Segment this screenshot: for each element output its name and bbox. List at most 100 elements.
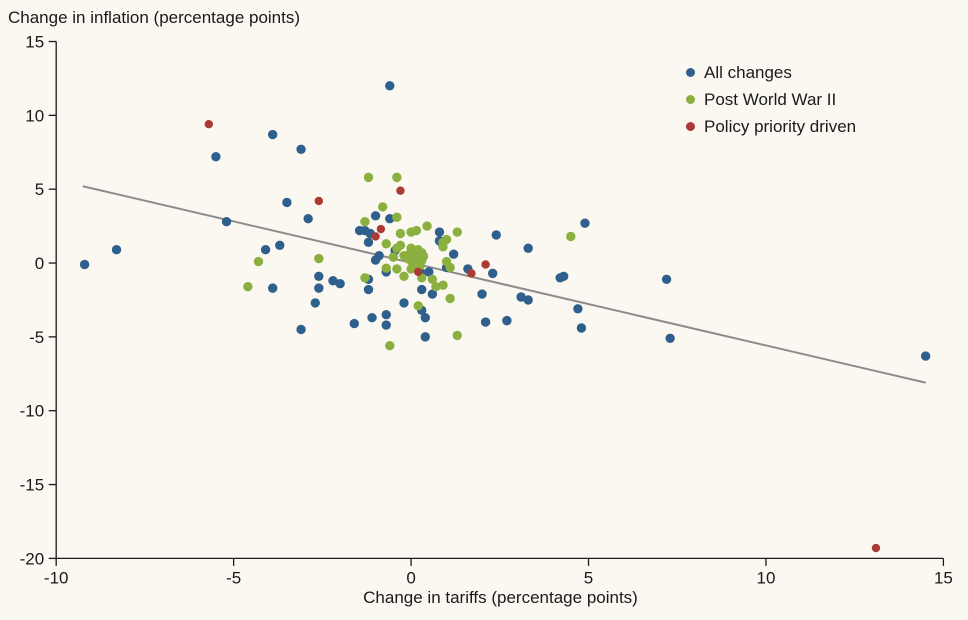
legend-dot-all-changes	[686, 68, 695, 77]
data-point	[310, 298, 320, 308]
data-point	[488, 268, 498, 279]
data-point	[580, 218, 590, 228]
y-tick-label: 15	[25, 33, 44, 52]
data-point	[413, 267, 423, 277]
data-point	[111, 245, 122, 255]
data-point	[420, 332, 430, 342]
data-point	[411, 225, 422, 236]
data-point	[427, 289, 438, 299]
data-point	[385, 214, 395, 224]
data-point	[427, 274, 438, 284]
data-point	[363, 284, 374, 295]
data-point	[360, 273, 370, 283]
y-tick-label: 0	[35, 254, 44, 273]
data-point	[558, 271, 569, 282]
y-tick-label: -10	[20, 402, 45, 421]
data-point	[424, 267, 434, 277]
data-point	[381, 320, 391, 330]
data-point	[445, 262, 455, 273]
x-tick-label: 5	[584, 568, 593, 587]
data-point	[399, 271, 409, 282]
data-point	[275, 240, 285, 251]
data-point	[267, 283, 278, 293]
data-point	[491, 230, 501, 240]
data-point	[296, 324, 306, 335]
data-point	[431, 281, 441, 292]
x-tick-label: 0	[406, 568, 415, 587]
data-point	[448, 249, 459, 259]
data-point	[395, 240, 406, 251]
data-point	[392, 264, 402, 274]
data-point	[420, 312, 430, 323]
data-point	[314, 196, 324, 206]
data-point	[871, 543, 881, 553]
legend-dot-post-wwii	[686, 95, 695, 104]
data-point	[438, 280, 448, 290]
data-point	[392, 172, 402, 183]
data-point	[349, 318, 359, 329]
data-point	[452, 330, 462, 341]
data-point	[376, 224, 386, 234]
data-point	[452, 227, 462, 237]
y-tick-label: -5	[29, 328, 44, 347]
data-point	[363, 237, 374, 248]
legend-item-post-wwii: Post World War II	[686, 86, 856, 113]
data-point	[204, 120, 213, 129]
data-point	[221, 216, 232, 227]
data-point	[282, 197, 292, 208]
data-point	[303, 214, 313, 224]
data-point	[360, 216, 370, 227]
data-point	[399, 298, 409, 308]
legend-label-post-wwii: Post World War II	[704, 89, 837, 109]
data-point	[243, 281, 253, 292]
data-point	[445, 293, 455, 304]
data-point	[385, 341, 395, 351]
data-point	[328, 276, 338, 286]
data-point	[371, 232, 380, 241]
legend-label-policy-priority: Policy priority driven	[704, 116, 857, 136]
data-point	[417, 284, 427, 295]
data-point	[381, 239, 391, 249]
y-tick-label: 5	[35, 180, 44, 199]
data-point	[79, 259, 90, 270]
data-point	[434, 227, 445, 237]
data-point	[467, 269, 476, 278]
data-point	[377, 202, 388, 212]
data-point	[381, 263, 391, 273]
x-axis-title: Change in tariffs (percentage points)	[363, 588, 638, 607]
data-point	[267, 129, 278, 140]
data-point	[481, 260, 490, 269]
data-point	[374, 250, 384, 261]
data-point	[413, 301, 423, 311]
data-point	[665, 333, 675, 344]
legend: All changes Post World War II Policy pri…	[686, 59, 856, 140]
y-tick-label: -20	[20, 549, 45, 568]
data-point	[296, 144, 306, 155]
data-point	[370, 211, 381, 221]
data-point	[314, 271, 324, 282]
y-tick-label: -15	[20, 476, 45, 495]
data-point	[314, 283, 324, 293]
x-tick-label: -5	[226, 568, 241, 587]
data-point	[480, 317, 491, 327]
data-point	[385, 81, 395, 91]
data-point	[422, 221, 432, 231]
data-point	[381, 310, 391, 320]
data-point	[363, 172, 374, 183]
data-point	[253, 256, 264, 267]
data-point	[402, 253, 413, 264]
data-point	[335, 279, 345, 289]
data-point	[388, 252, 399, 262]
data-point	[516, 292, 526, 302]
data-point	[396, 186, 405, 195]
data-point	[661, 274, 672, 284]
data-point	[260, 245, 271, 255]
data-point	[438, 242, 448, 252]
data-point	[920, 351, 931, 361]
legend-item-policy-priority: Policy priority driven	[686, 113, 856, 140]
data-point	[566, 231, 576, 242]
x-tick-label: 15	[934, 568, 953, 587]
y-axis-title: Change in inflation (percentage points)	[8, 8, 301, 27]
